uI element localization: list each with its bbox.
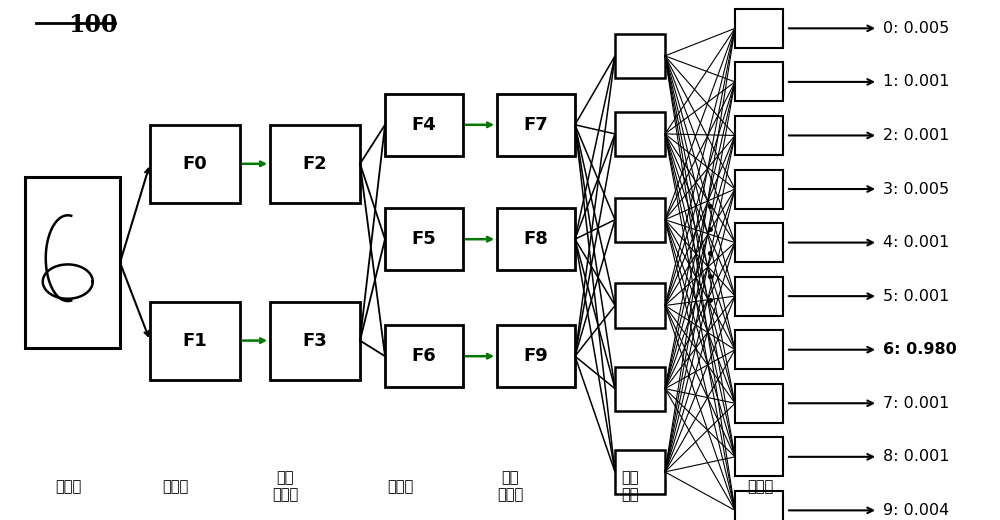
Bar: [735, 491, 783, 520]
Bar: [735, 170, 783, 209]
Text: F5: F5: [412, 230, 436, 248]
Text: 100: 100: [68, 13, 118, 37]
Bar: [270, 302, 360, 380]
Text: 输入层: 输入层: [55, 479, 81, 493]
Text: •: •: [705, 293, 715, 310]
Text: 7: 0.001: 7: 0.001: [883, 396, 949, 411]
Bar: [385, 325, 463, 387]
Text: 8: 0.001: 8: 0.001: [883, 449, 950, 464]
Text: •: •: [705, 223, 715, 240]
Bar: [497, 94, 575, 156]
Bar: [735, 62, 783, 101]
Bar: [735, 116, 783, 155]
Text: F6: F6: [412, 347, 436, 365]
Bar: [615, 112, 665, 156]
Bar: [615, 198, 665, 242]
Text: F7: F7: [524, 116, 548, 134]
Text: 4: 0.001: 4: 0.001: [883, 235, 949, 250]
Bar: [385, 208, 463, 270]
Bar: [150, 125, 240, 203]
Bar: [615, 450, 665, 494]
Bar: [615, 34, 665, 78]
Bar: [735, 437, 783, 476]
Text: 全连
接层: 全连 接层: [621, 470, 639, 502]
Text: 1: 0.001: 1: 0.001: [883, 74, 950, 89]
Text: F8: F8: [524, 230, 548, 248]
Text: 3: 0.005: 3: 0.005: [883, 181, 949, 197]
Text: 空间
采样层: 空间 采样层: [272, 470, 298, 502]
Bar: [25, 177, 120, 348]
Bar: [735, 384, 783, 423]
Bar: [497, 325, 575, 387]
Text: F1: F1: [183, 332, 207, 349]
Text: 5: 0.001: 5: 0.001: [883, 289, 949, 304]
Text: F3: F3: [303, 332, 327, 349]
Text: 卷积层: 卷积层: [387, 479, 413, 493]
Text: 卷积层: 卷积层: [162, 479, 188, 493]
Text: •: •: [705, 199, 715, 217]
Text: F4: F4: [412, 116, 436, 134]
Bar: [497, 208, 575, 270]
Text: 输出层: 输出层: [747, 479, 773, 493]
Text: 空间
采样层: 空间 采样层: [497, 470, 523, 502]
Text: 2: 0.001: 2: 0.001: [883, 128, 949, 143]
Bar: [385, 94, 463, 156]
Text: F9: F9: [524, 347, 548, 365]
Text: •: •: [705, 269, 715, 287]
Text: F2: F2: [303, 155, 327, 173]
Text: •: •: [705, 246, 715, 264]
Bar: [735, 9, 783, 48]
Bar: [615, 367, 665, 411]
Bar: [615, 283, 665, 328]
Text: 6: 0.980: 6: 0.980: [883, 342, 957, 357]
Text: 9: 0.004: 9: 0.004: [883, 503, 949, 518]
Bar: [735, 330, 783, 369]
Text: 0: 0.005: 0: 0.005: [883, 21, 949, 36]
Bar: [735, 223, 783, 262]
Text: F0: F0: [183, 155, 207, 173]
Bar: [150, 302, 240, 380]
Bar: [735, 277, 783, 316]
Bar: [270, 125, 360, 203]
